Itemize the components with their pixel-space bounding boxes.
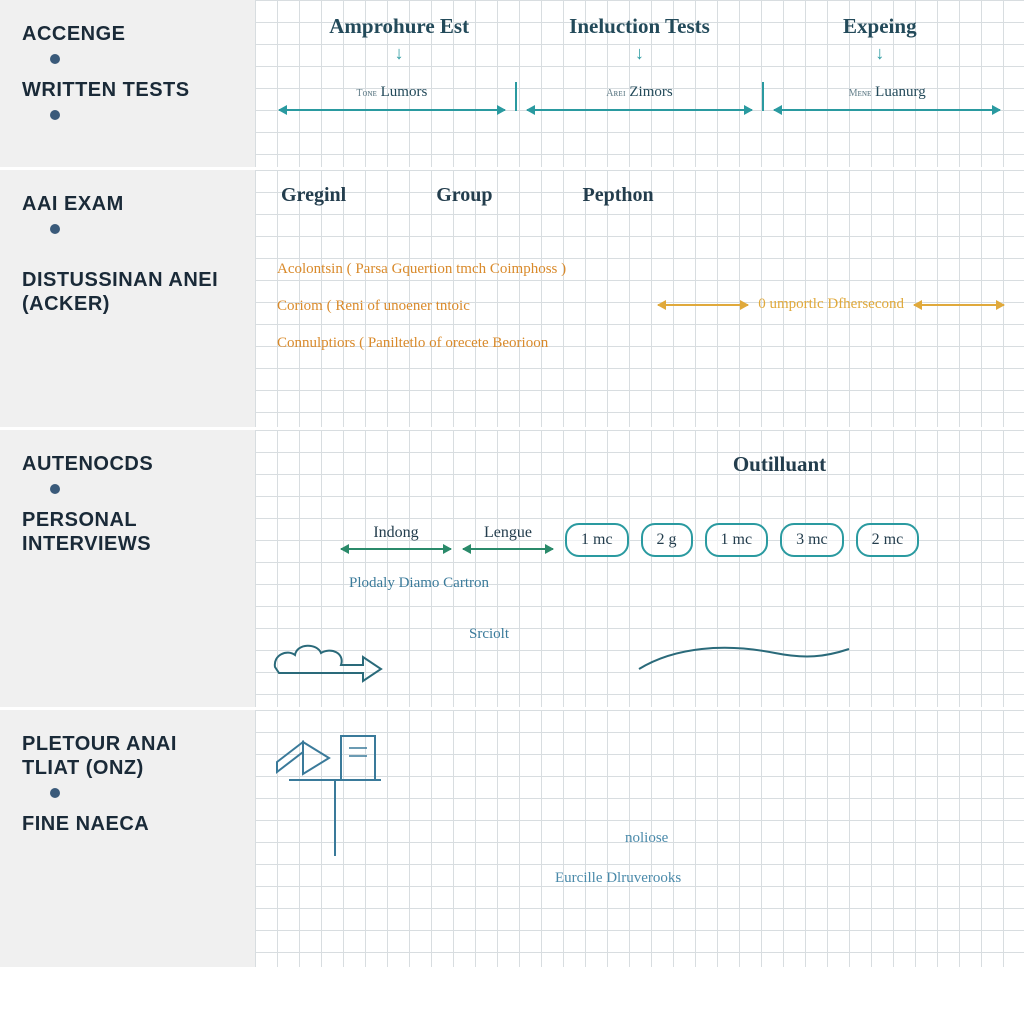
bullet-icon xyxy=(50,788,60,798)
cloud-arrow-icon xyxy=(267,629,387,689)
double-arrow-icon xyxy=(658,304,748,306)
column-heads: Greginl Group Pepthon xyxy=(269,184,1010,207)
right-span-label: 0 umportlc Dfhersecond xyxy=(758,296,904,313)
bullet-icon xyxy=(50,224,60,234)
right-span: 0 umportlc Dfhersecond xyxy=(658,296,1004,313)
sidebar-2: AAI EXAM DISTUSSINAN ANEI (ACKER) xyxy=(0,170,255,427)
footnote: Plodaly Diamo Cartron xyxy=(269,575,1010,592)
span-text: Zimors xyxy=(629,84,672,100)
row-1: ACCENGE WRITTEN TESTS Amprohure Est Inel… xyxy=(0,0,1024,170)
duration-pill: 1 mc xyxy=(565,523,629,557)
section-title: Outilluant xyxy=(269,444,1010,477)
sidebar-4: PLETOUR ANAI TLIAT (ONZ) FINE NAECA xyxy=(0,710,255,967)
row-3: AUTENOCDS PERSONAL INTERVIEWS Outilluant… xyxy=(0,430,1024,710)
pill-row: Indong Lengue 1 mc 2 g 1 mc 3 mc 2 mc xyxy=(269,523,1010,557)
sidebar-1: ACCENGE WRITTEN TESTS xyxy=(0,0,255,167)
sketch-text: noliose xyxy=(625,830,668,847)
signpost-icon xyxy=(265,718,425,858)
bullet-icon xyxy=(50,110,60,120)
duration-pill: 1 mc xyxy=(705,523,769,557)
arrow-down-icon xyxy=(519,43,759,64)
row-4: PLETOUR ANAI TLIAT (ONZ) FINE NAECA noli… xyxy=(0,710,1024,970)
segment-label: Lengue xyxy=(463,524,553,542)
content-1: Amprohure Est Ineluction Tests Expeing T… xyxy=(255,0,1024,167)
duration-pill: 2 g xyxy=(641,523,693,557)
sidebar-label: DISTUSSINAN ANEI (ACKER) xyxy=(22,268,237,316)
double-arrow-icon xyxy=(279,109,505,111)
segment: Lengue xyxy=(463,524,553,556)
content-3: Outilluant Indong Lengue 1 mc 2 g 1 mc 3… xyxy=(255,430,1024,707)
span-prefix: Mᴇɴᴇ xyxy=(849,88,872,99)
content-4: noliose Eurcille Dlruverooks xyxy=(255,710,1024,967)
span-text: Lumors xyxy=(381,84,428,100)
list-item: Acolontsin ( Parsa Gquertion tmch Coimph… xyxy=(277,261,1010,278)
double-arrow-icon xyxy=(527,109,753,111)
column-head: Group xyxy=(436,184,492,207)
sidebar-label: PERSONAL INTERVIEWS xyxy=(22,508,237,556)
double-arrow-icon xyxy=(774,109,1000,111)
segment: Indong xyxy=(341,524,451,556)
duration-pill: 3 mc xyxy=(780,523,844,557)
double-arrow-icon xyxy=(914,304,1004,306)
duration-pill: 2 mc xyxy=(856,523,920,557)
span-prefix: Tᴏɴᴇ xyxy=(356,88,377,99)
double-arrow-icon xyxy=(341,548,451,550)
timeline-arrows-down xyxy=(269,39,1010,64)
timeline-span: Mᴇɴᴇ Luanurg xyxy=(762,82,1010,111)
sidebar-label: WRITTEN TESTS xyxy=(22,78,237,102)
squiggle-icon xyxy=(635,639,855,679)
timeline-spans: Tᴏɴᴇ Lumors Aʀᴇɪ Zimors Mᴇɴᴇ Luanurg xyxy=(269,82,1010,111)
double-arrow-icon xyxy=(463,548,553,550)
timeline-heads: Amprohure Est Ineluction Tests Expeing xyxy=(269,14,1010,39)
sidebar-label: AUTENOCDS xyxy=(22,452,237,476)
arrow-down-icon xyxy=(760,43,1000,64)
span-prefix: Aʀᴇɪ xyxy=(606,88,625,99)
timeline-head: Amprohure Est xyxy=(279,14,519,39)
span-text: Luanurg xyxy=(875,84,926,100)
timeline-head: Ineluction Tests xyxy=(519,14,759,39)
bullet-icon xyxy=(50,54,60,64)
arrow-down-icon xyxy=(279,43,519,64)
timeline-head: Expeing xyxy=(760,14,1000,39)
sidebar-label: ACCENGE xyxy=(22,22,237,46)
column-head: Greginl xyxy=(281,184,346,207)
list-item: Connulptiors ( Paniltetlo of orecete Beo… xyxy=(277,335,1010,352)
sidebar-label: PLETOUR ANAI TLIAT (ONZ) xyxy=(22,732,237,780)
timeline-span: Aʀᴇɪ Zimors xyxy=(515,82,763,111)
content-2: Greginl Group Pepthon Acolontsin ( Parsa… xyxy=(255,170,1024,427)
sidebar-label: AAI EXAM xyxy=(22,192,237,216)
row-2: AAI EXAM DISTUSSINAN ANEI (ACKER) Gregin… xyxy=(0,170,1024,430)
bullet-icon xyxy=(50,484,60,494)
column-head: Pepthon xyxy=(583,184,654,207)
sketch-text: Eurcille Dlruverooks xyxy=(555,870,681,887)
sidebar-3: AUTENOCDS PERSONAL INTERVIEWS xyxy=(0,430,255,707)
segment-label: Indong xyxy=(341,524,451,542)
sidebar-label: FINE NAECA xyxy=(22,812,237,836)
timeline-span: Tᴏɴᴇ Lumors xyxy=(269,82,515,111)
